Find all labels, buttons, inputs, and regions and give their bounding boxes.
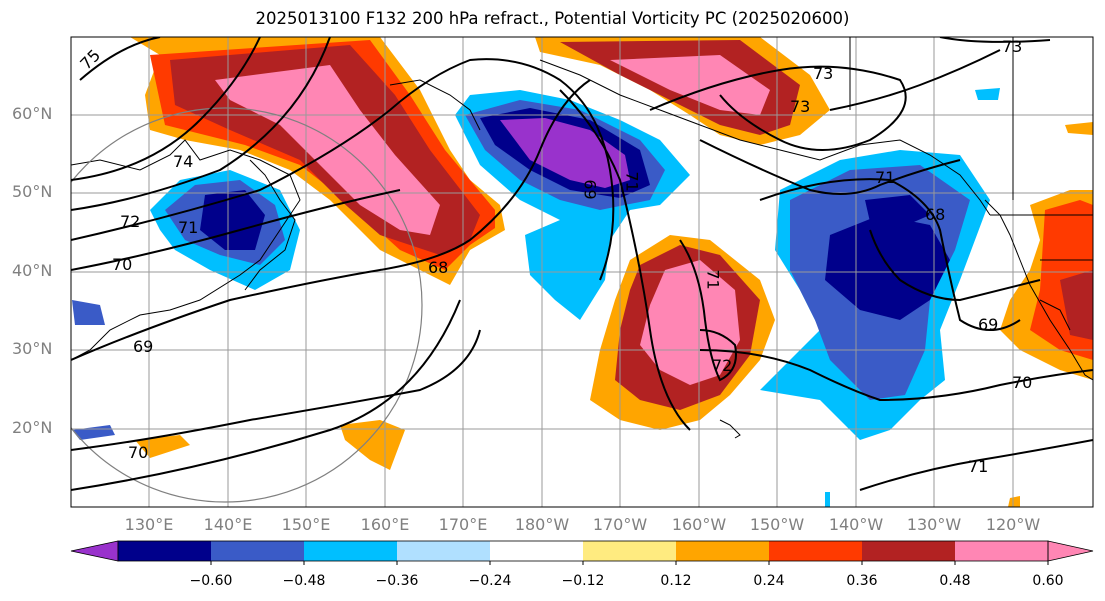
colorbar — [70, 540, 1094, 565]
lat-label: 30°N — [12, 339, 53, 358]
lat-label: 50°N — [12, 182, 53, 201]
lon-label: 150°W — [749, 515, 805, 534]
contour-label: 68 — [428, 258, 449, 277]
colorbar-segment — [769, 541, 862, 561]
contour-label: 70 — [128, 443, 149, 462]
colorbar-tick-label: 0.60 — [1032, 573, 1064, 589]
colorbar-tick-label: −0.60 — [189, 573, 233, 589]
lon-label: 140°W — [828, 515, 884, 534]
lon-label: 170°E — [438, 515, 488, 534]
colorbar-tick-label: −0.48 — [282, 573, 326, 589]
lon-label: 160°W — [671, 515, 727, 534]
colorbar-tick-label: −0.12 — [561, 573, 605, 589]
contour-label: 70 — [1012, 373, 1033, 392]
colorbar-tick-label: 0.24 — [753, 573, 785, 589]
refractivity-contours — [71, 37, 1093, 491]
contour-label: 72 — [712, 356, 733, 375]
colorbar-arrow-left — [70, 540, 119, 562]
coastlines — [71, 37, 1093, 439]
colorbar-segment — [118, 541, 211, 561]
contour-label: 69 — [978, 315, 999, 334]
lon-label: 130°W — [906, 515, 962, 534]
lon-label: 170°W — [592, 515, 648, 534]
map-title: 2025013100 F132 200 hPa refract., Potent… — [255, 9, 850, 28]
pv-shading — [72, 37, 1093, 507]
contour-label: 71 — [178, 218, 199, 237]
lat-label: 40°N — [12, 261, 53, 280]
contour-label: 71 — [703, 269, 723, 290]
contour-label: 69 — [580, 179, 600, 200]
contour-label: 70 — [112, 255, 133, 274]
contour-label: 69 — [133, 337, 154, 356]
colorbar-segment — [862, 541, 955, 561]
map-frame — [70, 36, 1094, 508]
colorbar-tick-label: −0.36 — [375, 573, 419, 589]
contour-label: 71 — [875, 168, 896, 187]
colorbar-segment — [304, 541, 397, 561]
colorbar-segment — [583, 541, 676, 561]
contour-label: 73 — [813, 64, 834, 83]
colorbar-segment — [490, 541, 583, 561]
colorbar-tick-label: 0.48 — [939, 573, 971, 589]
colorbar-segment — [676, 541, 769, 561]
reference-circle — [71, 107, 423, 503]
lon-label: 160°E — [360, 515, 410, 534]
contour-label: 71 — [622, 171, 642, 192]
contour-label: 71 — [968, 457, 989, 476]
lon-label: 180°W — [514, 515, 570, 534]
lon-label: 130°E — [124, 515, 174, 534]
contour-label: 68 — [925, 205, 946, 224]
colorbar-tick-label: 0.36 — [846, 573, 878, 589]
contour-label: 74 — [173, 152, 194, 171]
colorbar-tick-label: 0.12 — [660, 573, 692, 589]
colorbar-segment — [397, 541, 490, 561]
lon-label: 120°W — [985, 515, 1041, 534]
contour-label: 73 — [790, 97, 811, 116]
lon-label: 150°E — [281, 515, 331, 534]
lat-label: 20°N — [12, 418, 53, 437]
lat-label: 60°N — [12, 104, 53, 123]
colorbar-arrow-right — [1047, 540, 1094, 562]
contour-label: 72 — [120, 212, 141, 231]
contour-label: 73 — [1002, 37, 1023, 56]
colorbar-segment — [211, 541, 304, 561]
lon-label: 140°E — [203, 515, 253, 534]
colorbar-segment — [955, 541, 1048, 561]
colorbar-tick-label: −0.24 — [468, 573, 512, 589]
